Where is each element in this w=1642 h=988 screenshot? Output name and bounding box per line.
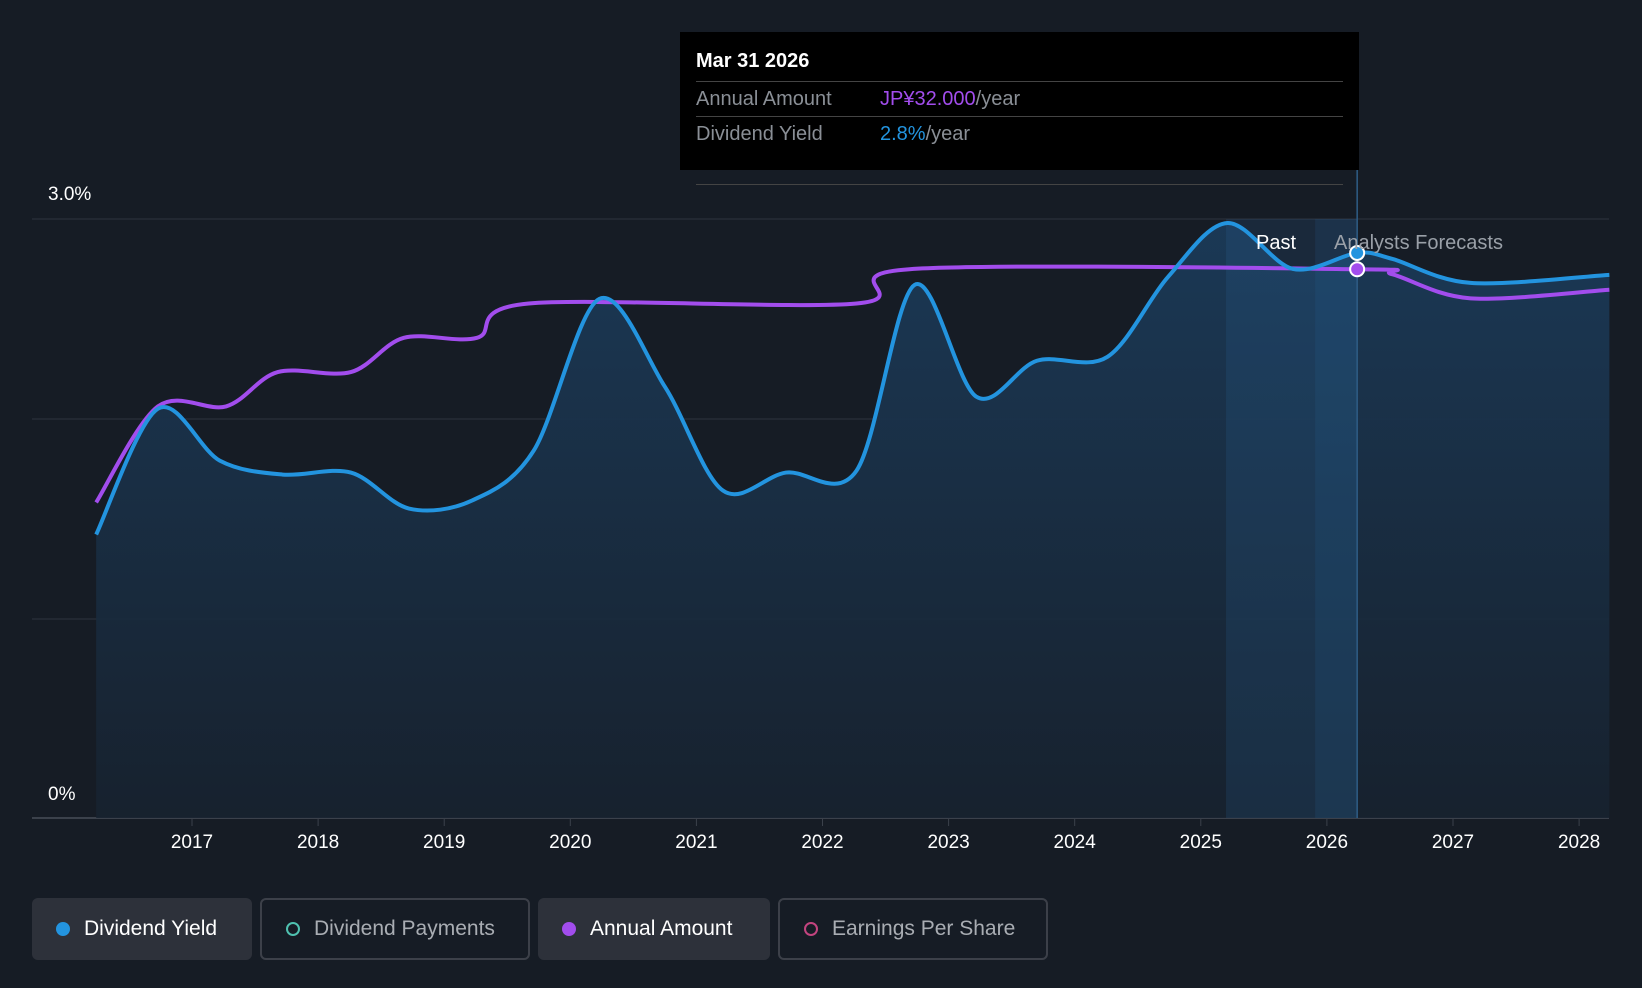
legend-earnings-per-share[interactable]: Earnings Per Share <box>778 898 1048 960</box>
tooltip-row-dividend-yield: Dividend Yield 2.8%/year <box>696 116 1343 151</box>
tooltip-value: JP¥32.000 <box>880 88 976 110</box>
legend-label: Earnings Per Share <box>832 917 1016 940</box>
y-tick-label: 0% <box>48 784 76 805</box>
x-tick-label: 2027 <box>1431 832 1475 853</box>
past-region-shade <box>1226 219 1358 818</box>
tooltip-row-annual-amount: Annual Amount JP¥32.000/year <box>696 81 1343 116</box>
legend-dividend-payments[interactable]: Dividend Payments <box>260 898 530 960</box>
recent-region-shade <box>1315 219 1358 818</box>
ring-icon <box>286 922 300 936</box>
x-tick-label: 2017 <box>170 832 214 853</box>
legend-dividend-yield[interactable]: Dividend Yield <box>32 898 252 960</box>
tooltip-label: Dividend Yield <box>696 123 823 145</box>
x-tick-label: 2021 <box>675 832 718 853</box>
dividend-yield-point <box>1349 244 1366 261</box>
ring-icon <box>804 922 818 936</box>
legend-label: Annual Amount <box>590 917 733 940</box>
dividend-yield-area <box>96 222 1610 819</box>
x-tick-label: 2025 <box>1179 832 1222 853</box>
dividend-yield-line <box>94 220 1610 536</box>
x-tick-label: 2019 <box>423 832 466 853</box>
annual-amount-line <box>94 264 1610 504</box>
x-tick-label: 2028 <box>1557 832 1601 853</box>
x-tick-label: 2018 <box>296 832 340 853</box>
legend-label: Dividend Yield <box>84 917 218 940</box>
tooltip-value: 2.8% <box>880 123 926 145</box>
x-tick-label: 2022 <box>801 832 844 853</box>
legend-label: Dividend Payments <box>314 917 495 940</box>
past-label: Past <box>1256 232 1297 254</box>
dot-icon <box>56 922 70 936</box>
tooltip: Mar 31 2026 Annual Amount JP¥32.000/year … <box>680 32 1359 185</box>
tooltip-date: Mar 31 2026 <box>696 50 810 72</box>
x-tick-label: 2026 <box>1305 832 1349 853</box>
x-tick-label: 2020 <box>549 832 592 853</box>
tooltip-label: Annual Amount <box>696 88 832 110</box>
y-tick-label: 3.0% <box>48 184 92 205</box>
tooltip-suffix: /year <box>975 88 1021 110</box>
dot-icon <box>562 922 576 936</box>
x-tick-label: 2023 <box>927 832 970 853</box>
forecast-label: Analysts Forecasts <box>1334 232 1503 254</box>
tooltip-suffix: /year <box>925 123 971 145</box>
x-tick-label: 2024 <box>1053 832 1096 853</box>
annual-amount-point <box>1349 261 1366 278</box>
legend-annual-amount[interactable]: Annual Amount <box>538 898 770 960</box>
